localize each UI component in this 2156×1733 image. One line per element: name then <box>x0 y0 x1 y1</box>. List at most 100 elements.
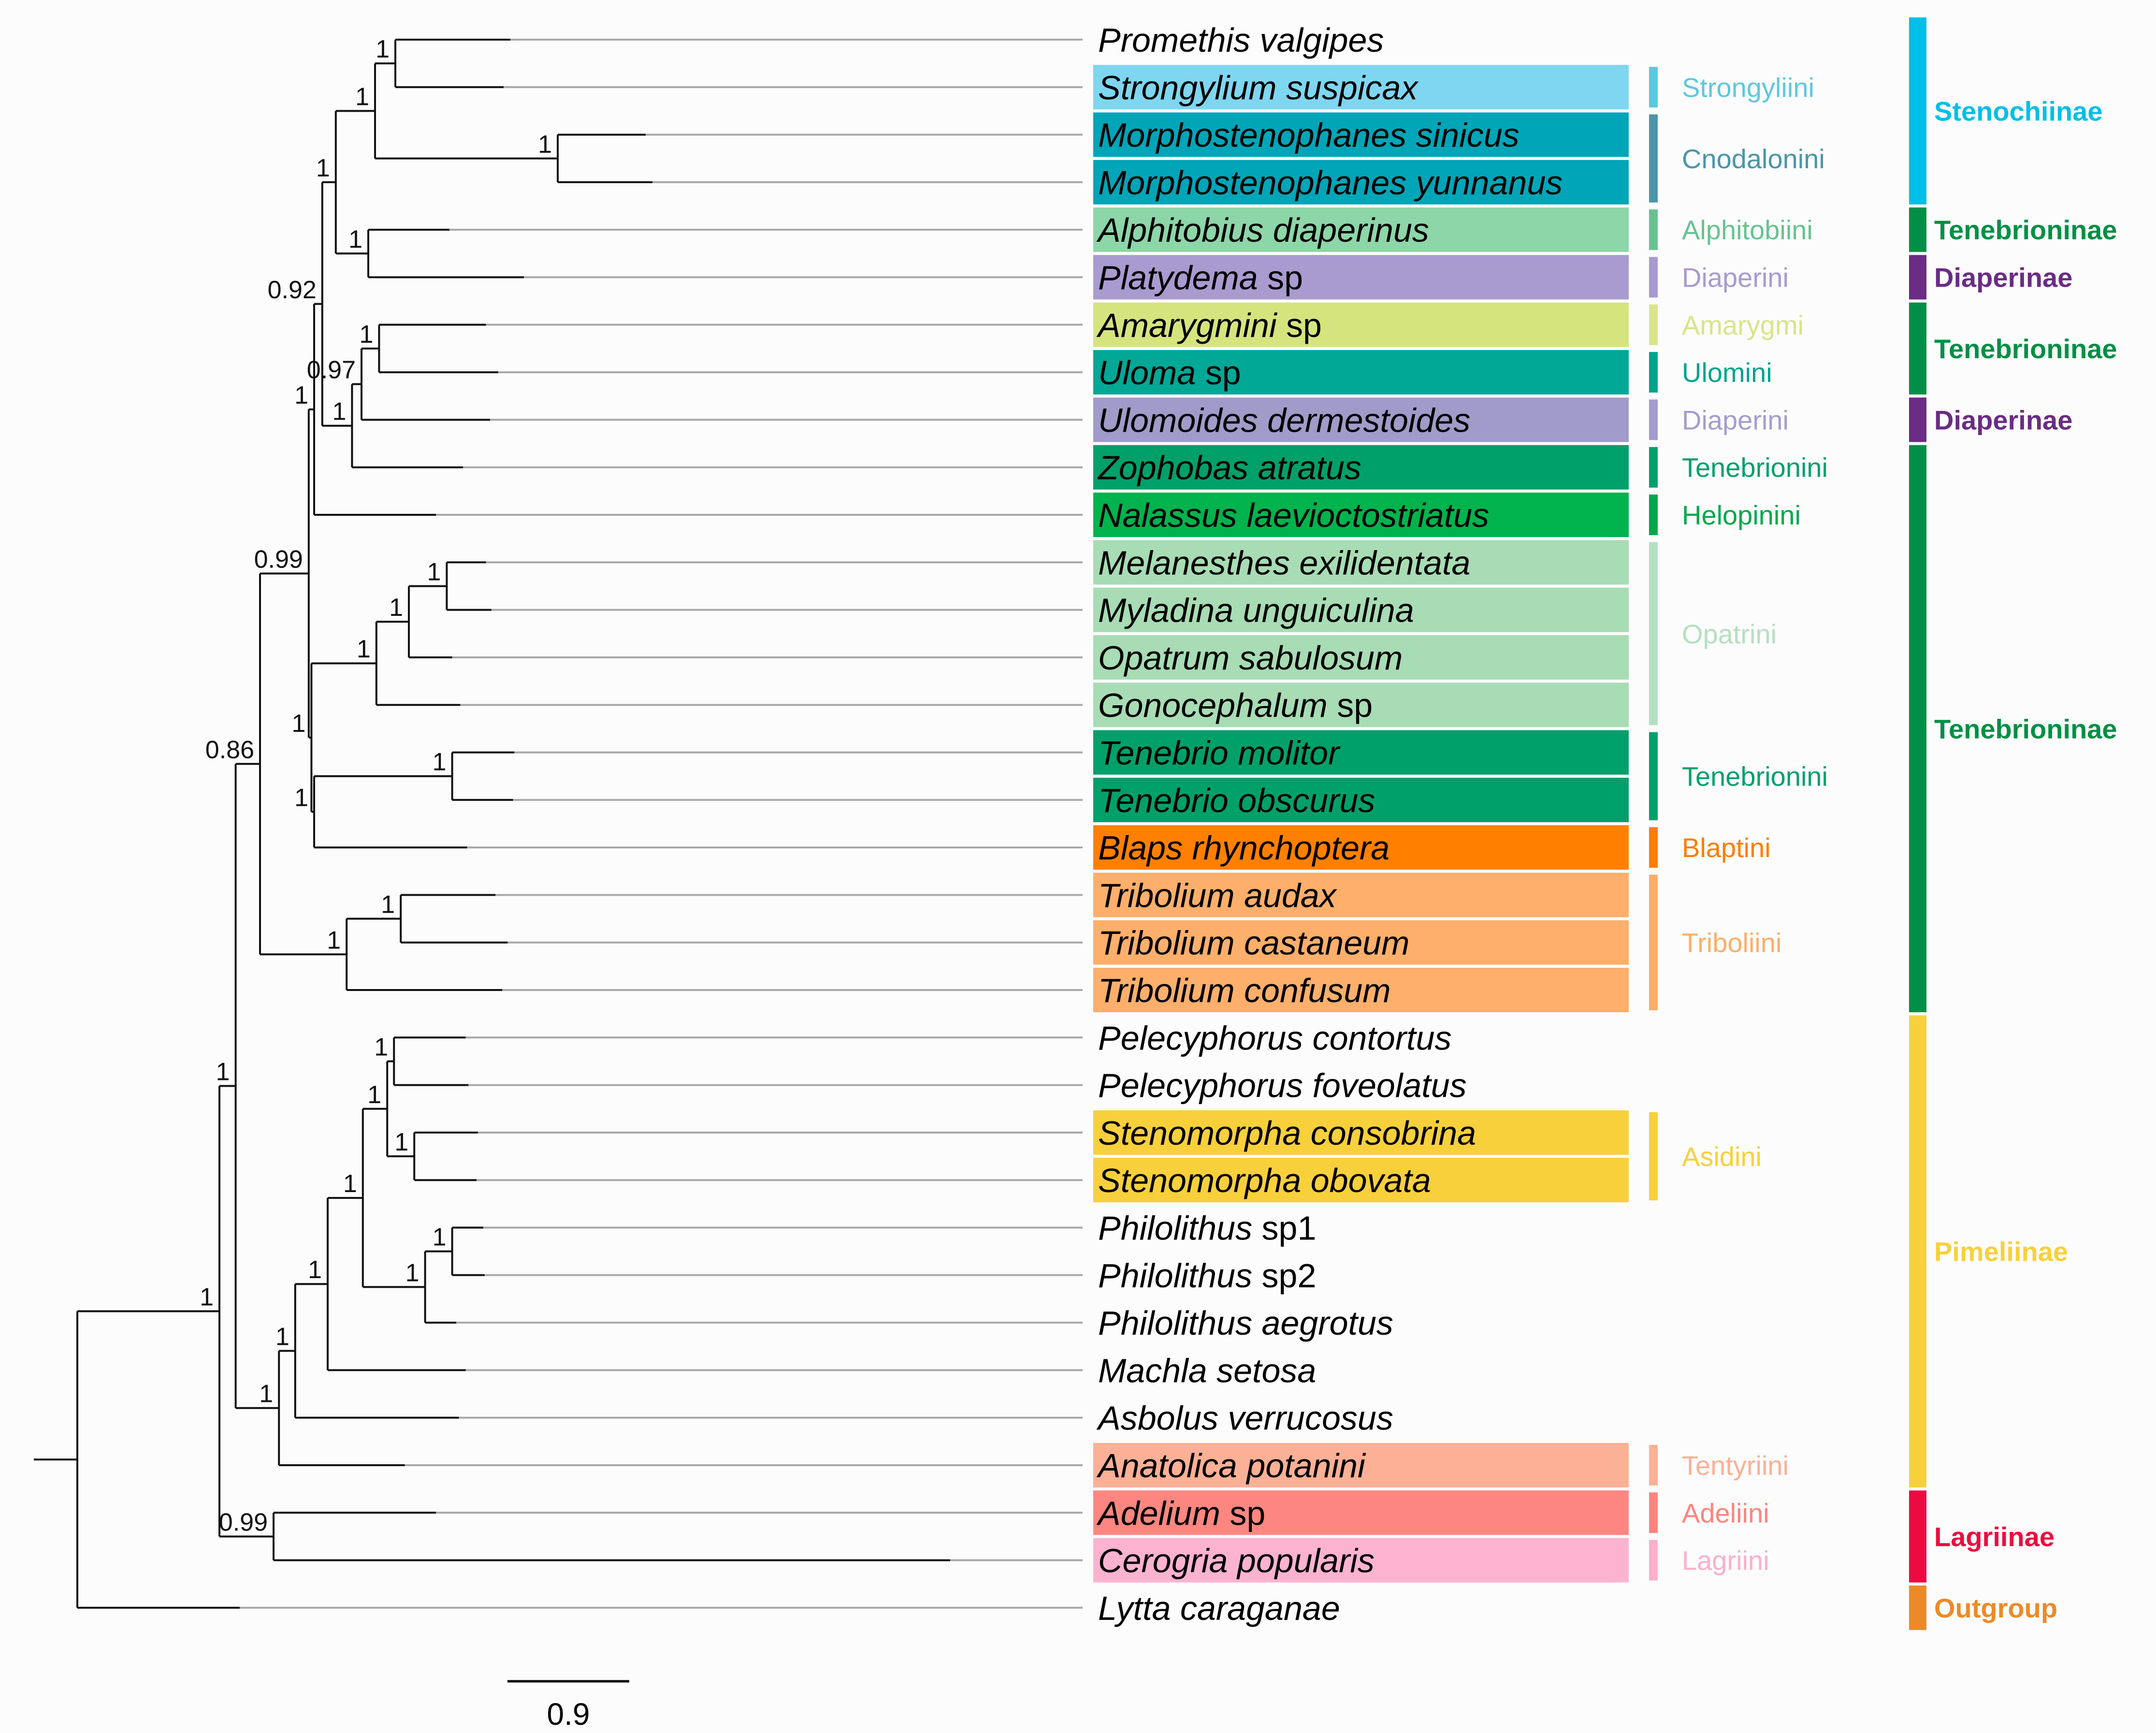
taxon-name-italic: Zophobas atratus <box>1097 449 1361 487</box>
support-value: 1 <box>275 1323 289 1351</box>
taxon-label: Cerogria popularis <box>1098 1542 1375 1580</box>
taxon-label: Amarygmini sp <box>1096 306 1322 344</box>
taxon-name-italic: Stenomorpha obovata <box>1098 1162 1431 1199</box>
taxon-box <box>1093 1538 1629 1583</box>
taxon-label: Promethis valgipes <box>1098 21 1384 59</box>
taxon-name-suffix: sp <box>1220 1494 1265 1532</box>
tribe-bar <box>1649 67 1658 108</box>
taxon-name-suffix: sp2 <box>1252 1257 1316 1295</box>
taxon-box <box>1093 683 1629 728</box>
taxon-name-italic: Nalassus laevioctostriatus <box>1098 496 1489 534</box>
support-value: 0.99 <box>254 545 303 573</box>
taxon-label: Melanesthes exilidentata <box>1098 544 1470 582</box>
tribe-bar <box>1649 304 1658 345</box>
tribe-bar <box>1649 495 1658 535</box>
taxon-box <box>1093 1490 1629 1535</box>
scale-bar-label: 0.9 <box>547 1697 590 1732</box>
taxon-box <box>1093 540 1629 585</box>
support-value: 0.97 <box>307 356 356 384</box>
tribe-bar <box>1649 1540 1658 1581</box>
subfamily-label: Tenebrioninae <box>1934 714 2117 744</box>
taxon-name-italic: Pelecyphorus foveolatus <box>1098 1067 1467 1105</box>
tribe-bar <box>1649 257 1658 298</box>
taxon-label: Philolithus sp2 <box>1098 1257 1316 1295</box>
taxon-box <box>1093 445 1629 490</box>
support-value: 1 <box>357 635 371 663</box>
tribe-label: Strongyliini <box>1682 72 1814 102</box>
subfamily-bar <box>1909 397 1926 442</box>
subfamily-bar <box>1909 1015 1926 1487</box>
support-value: 1 <box>355 83 369 111</box>
taxon-box <box>1093 1110 1629 1155</box>
tribe-bar <box>1649 447 1658 488</box>
support-value: 1 <box>294 784 308 812</box>
taxon-name-italic: Lytta caraganae <box>1098 1589 1340 1627</box>
support-value: 1 <box>259 1380 273 1408</box>
taxon-label: Nalassus laevioctostriatus <box>1098 496 1489 534</box>
taxon-box <box>1093 112 1629 157</box>
taxon-box <box>1093 350 1629 395</box>
tribe-bar <box>1649 1112 1658 1201</box>
support-value: 1 <box>308 1256 322 1284</box>
taxon-name-italic: Pelecyphorus contortus <box>1098 1019 1452 1057</box>
taxon-box <box>1093 968 1629 1012</box>
taxon-name-italic: Platydema <box>1098 259 1258 297</box>
subfamily-bar <box>1909 17 1926 204</box>
taxon-label: Tenebrio molitor <box>1098 734 1341 772</box>
taxon-box <box>1093 587 1629 632</box>
taxon-name-italic: Morphostenophanes yunnanus <box>1098 164 1563 202</box>
taxon-label: Platydema sp <box>1098 259 1303 297</box>
taxon-name-italic: Alphitobius diaperinus <box>1096 211 1429 249</box>
taxon-label: Opatrum sabulosum <box>1098 639 1403 677</box>
support-value: 1 <box>389 594 403 622</box>
tribe-label: Tenebrionini <box>1682 761 1828 792</box>
subfamily-column: Stenochiinae Tenebrioninae Diaperinae Teneb… <box>1909 17 2117 1630</box>
support-value: 1 <box>327 926 341 954</box>
taxon-box <box>1093 635 1629 680</box>
taxon-name-italic: Gonocephalum <box>1098 686 1328 724</box>
taxon-name-italic: Tenebrio molitor <box>1098 734 1341 772</box>
tribe-label: Tenebrionini <box>1682 452 1828 483</box>
taxon-name-italic: Strongylium suspicax <box>1098 69 1419 106</box>
taxon-highlight-boxes <box>1093 65 1629 1583</box>
support-value: 1 <box>294 381 308 409</box>
tribe-bar <box>1649 827 1658 868</box>
support-value: 1 <box>200 1283 214 1311</box>
subfamily-label: Stenochiinae <box>1934 96 2103 126</box>
tribe-label: Alphitobiini <box>1682 215 1813 245</box>
taxon-name-italic: Amarygmini <box>1096 306 1278 344</box>
subfamily-label: Tenebrioninae <box>1934 215 2117 245</box>
taxon-name-italic: Adelium <box>1096 1494 1220 1532</box>
support-value: 1 <box>374 1033 388 1061</box>
tribe-bar <box>1649 352 1658 393</box>
taxon-box <box>1093 920 1629 965</box>
taxon-name-italic: Asbolus verrucosus <box>1096 1399 1393 1437</box>
support-value: 1 <box>316 154 330 182</box>
tribe-label: Adeliini <box>1682 1498 1769 1528</box>
support-value: 0.92 <box>268 276 317 304</box>
taxon-name-italic: Anatolica potanini <box>1096 1447 1366 1485</box>
subfamily-bar <box>1909 1585 1926 1630</box>
support-value: 0.86 <box>205 736 254 764</box>
tree-branches <box>34 39 950 1609</box>
tribe-label: Asidini <box>1682 1141 1762 1172</box>
taxon-label: Morphostenophanes yunnanus <box>1098 164 1563 202</box>
taxon-name-suffix: sp1 <box>1252 1209 1316 1247</box>
support-value: 1 <box>359 320 373 349</box>
subfamily-label: Diaperinae <box>1934 405 2072 435</box>
taxon-label: Pelecyphorus foveolatus <box>1098 1067 1467 1105</box>
taxon-label: Adelium sp <box>1096 1494 1265 1532</box>
taxon-name-italic: Blaps rhynchoptera <box>1098 829 1389 867</box>
taxon-box <box>1093 160 1629 204</box>
taxon-label: Stenomorpha obovata <box>1098 1162 1431 1199</box>
subfamily-bar <box>1909 207 1926 252</box>
tribe-label: Opatrini <box>1682 619 1777 649</box>
taxon-label: Tribolium confusum <box>1098 972 1391 1009</box>
subfamily-label: Outgroup <box>1934 1593 2057 1623</box>
taxon-label: Stenomorpha consobrina <box>1098 1114 1476 1152</box>
tribe-label: Helopinini <box>1682 500 1801 530</box>
tribe-label: Diaperini <box>1682 262 1789 293</box>
tribe-label: Triboliini <box>1682 928 1781 958</box>
subfamily-bar <box>1909 302 1926 395</box>
